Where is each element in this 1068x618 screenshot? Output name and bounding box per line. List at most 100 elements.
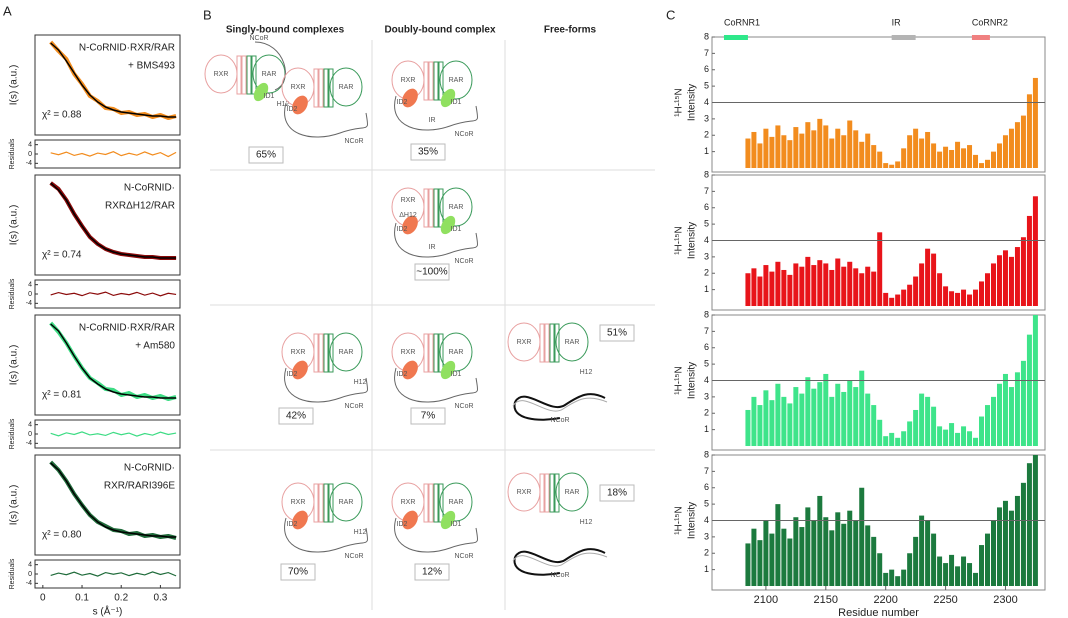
bar [787, 538, 793, 586]
plot-frame [34, 34, 181, 136]
cartoon-label: RAR [565, 339, 580, 346]
ncor-chain [394, 367, 479, 403]
data-curve [49, 181, 177, 260]
bar [757, 143, 763, 168]
bar [757, 405, 763, 446]
bar [841, 135, 847, 168]
bar [961, 426, 967, 446]
plot-title: + Am580 [135, 341, 175, 352]
bar [835, 512, 841, 586]
bar [781, 135, 787, 168]
percentage: 70% [288, 567, 308, 578]
dbd-helix [428, 333, 434, 373]
bar [817, 260, 823, 306]
bar [781, 269, 787, 306]
plot-title: N-CoRNID·RXR/RAR [79, 43, 175, 54]
plot-frame [34, 174, 181, 276]
plot-title: N-CoRNID· [124, 463, 175, 474]
dbd-helix [433, 333, 439, 373]
cartoon-label: NCoR [344, 138, 363, 145]
domain-bar [723, 35, 748, 40]
id2-blob [292, 510, 308, 530]
id2-blob [292, 95, 308, 115]
dbd-helix [539, 473, 545, 513]
bar [853, 130, 859, 168]
x-tick-label: 0.3 [153, 593, 167, 604]
residual-curve [50, 291, 177, 297]
cartoon-label: ID1 [451, 371, 462, 378]
y-tick-label: -4 [26, 440, 32, 447]
bar [787, 403, 793, 446]
cartoon: RXR RAR ID2 ID1 NCoR [391, 482, 479, 560]
cartoon-label: ID2 [397, 521, 408, 528]
bar [793, 263, 799, 306]
bar [996, 383, 1002, 446]
bar [871, 536, 877, 586]
cartoon-label: NCoR [454, 403, 473, 410]
bar [769, 271, 775, 306]
bar [949, 291, 955, 306]
y-axis-label: I(s) (a.u.) [9, 65, 20, 106]
y-axis-label: Intensity [687, 222, 698, 259]
bar [787, 140, 793, 168]
y-axis-label: ¹H-¹⁵N [674, 366, 685, 395]
plot-frame [711, 454, 1046, 591]
bar [1026, 334, 1032, 446]
bar [769, 400, 775, 446]
y-tick-label: 1 [704, 146, 709, 156]
id2-blob [292, 360, 308, 380]
y-tick-label: 5 [704, 359, 709, 369]
y-tick-label: 4 [704, 235, 709, 245]
bar [853, 268, 859, 306]
y-tick-label: 3 [704, 391, 709, 401]
domain-label: IR [892, 17, 902, 27]
bar [883, 292, 889, 306]
bar [877, 151, 883, 168]
x-tick-label: 2300 [993, 594, 1017, 606]
cartoon-label: ID2 [287, 371, 298, 378]
bar [955, 141, 961, 168]
x-tick-label: 2250 [933, 594, 957, 606]
id1-blob [440, 88, 456, 108]
panel-label: B [203, 7, 212, 22]
bar [787, 274, 793, 306]
bar [1002, 135, 1008, 168]
bar [931, 533, 937, 586]
bar [919, 515, 925, 586]
bar [961, 148, 967, 168]
bar [979, 545, 985, 586]
dbd-helix [318, 483, 324, 523]
bar [793, 387, 799, 446]
id2-blob [402, 88, 418, 108]
bar [757, 276, 763, 306]
cartoon: RXR RAR H12 [507, 472, 593, 526]
cartoon-label: IR [429, 244, 436, 251]
bar [847, 120, 853, 168]
residual-label: Residuals [9, 558, 16, 589]
plot-frame [711, 36, 1046, 173]
bar [943, 429, 949, 446]
bar [996, 507, 1002, 586]
x-tick-label: 0 [40, 593, 46, 604]
bar [1026, 94, 1032, 168]
ncor-chain [394, 517, 479, 553]
chi-square: χ² = 0.88 [42, 110, 82, 121]
dbd-helix [328, 333, 334, 373]
dbd-helix [423, 61, 429, 101]
y-axis-label: Intensity [687, 502, 698, 539]
y-tick-label: 7 [704, 326, 709, 336]
x-axis-label: s (Å⁻¹) [93, 605, 123, 618]
dbd-helix [313, 68, 319, 108]
free-ncor [513, 393, 606, 421]
y-tick-label: 6 [704, 64, 709, 74]
y-tick-label: 3 [704, 531, 709, 541]
cartoon: NCoR [512, 548, 608, 579]
bar [829, 396, 835, 446]
bar [745, 409, 751, 446]
residual-curve [50, 571, 177, 577]
dbd-helix [428, 61, 434, 101]
residual-curve [50, 431, 177, 437]
column-header: Singly-bound complexes [226, 25, 345, 36]
percentage-box [414, 263, 450, 281]
y-tick-label: 8 [704, 31, 709, 41]
